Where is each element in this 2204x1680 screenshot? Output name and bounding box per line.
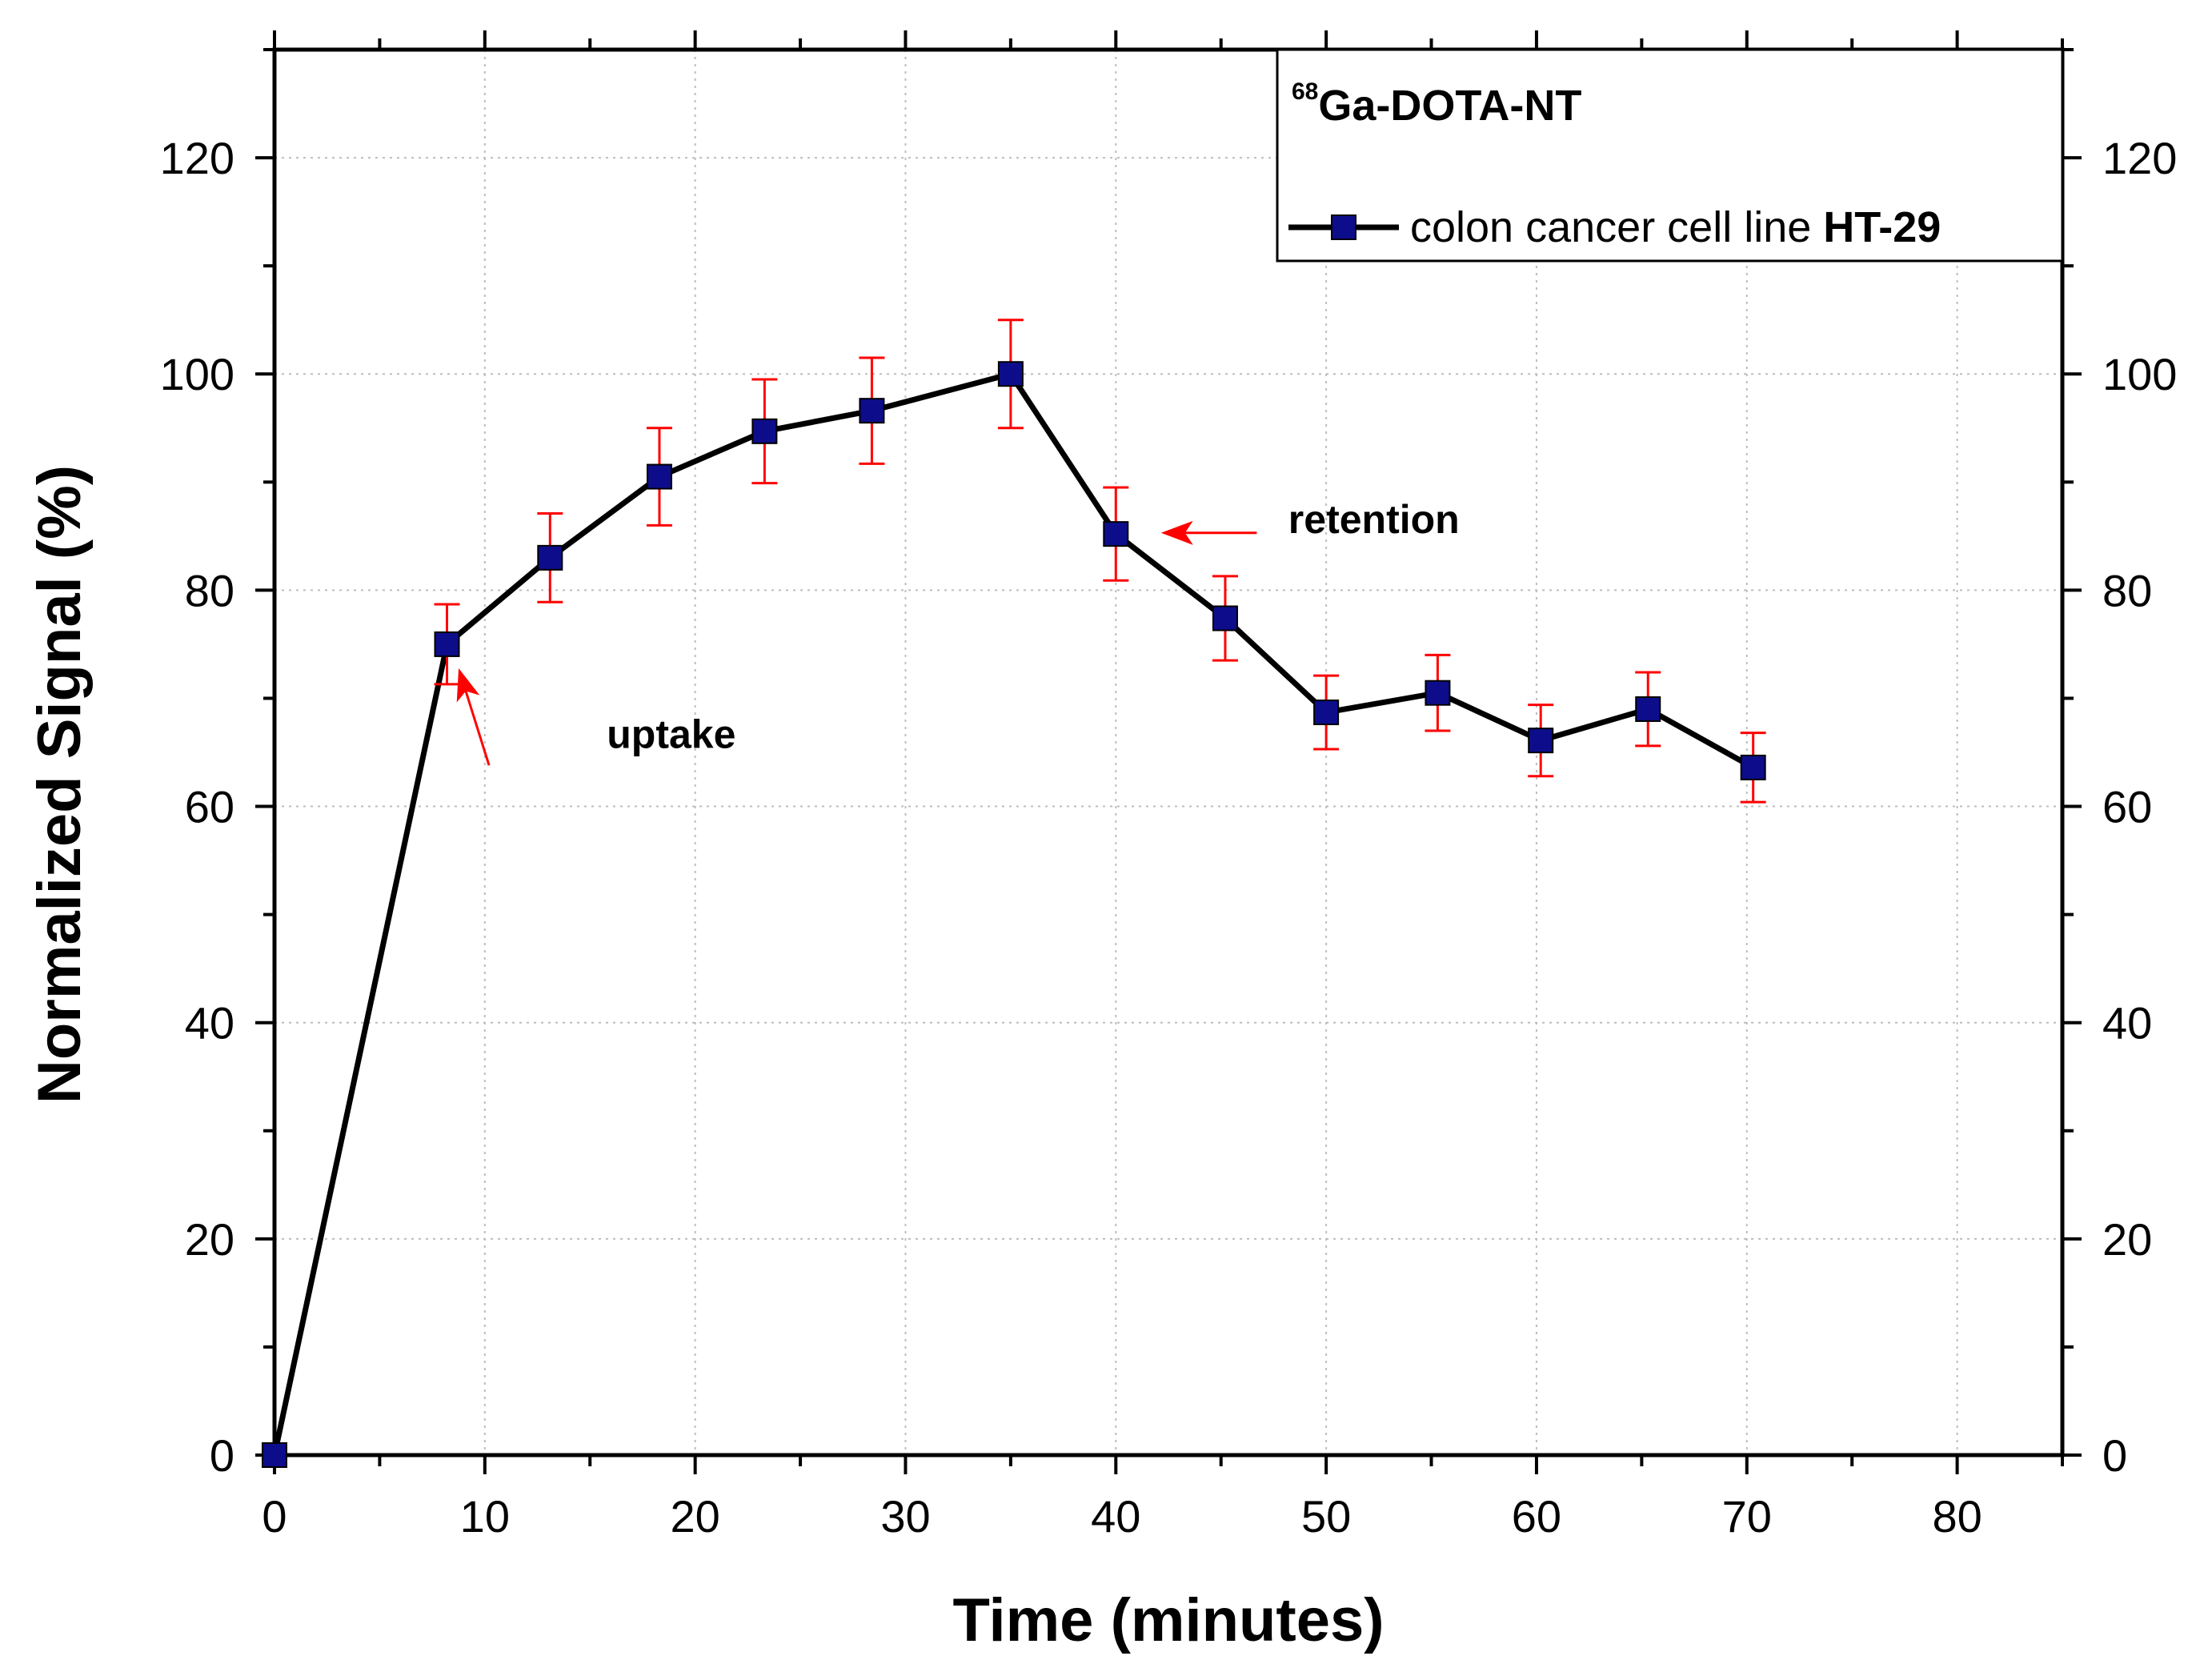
y-tick-label: 100 xyxy=(160,349,234,399)
data-point xyxy=(537,544,563,571)
data-point xyxy=(1635,696,1661,722)
data-series xyxy=(262,319,1766,1468)
y-tick-label: 40 xyxy=(185,998,234,1048)
y-tick-label-right: 20 xyxy=(2102,1214,2152,1265)
x-tick-label: 40 xyxy=(1091,1491,1140,1542)
y-tick-label-right: 0 xyxy=(2102,1430,2127,1481)
legend-title-main: Ga-DOTA-NT xyxy=(1318,82,1581,130)
series-line xyxy=(271,371,1755,1456)
y-tick-label: 0 xyxy=(210,1430,234,1481)
grid-lines xyxy=(274,50,2062,1455)
data-point xyxy=(434,631,460,657)
x-tick-label: 30 xyxy=(880,1491,930,1542)
x-tick-label: 10 xyxy=(460,1491,510,1542)
legend-title: 68Ga-DOTA-NT xyxy=(1292,78,1581,130)
data-point xyxy=(1212,605,1238,632)
data-point xyxy=(262,1442,287,1468)
x-tick-labels: 0 10 20 30 40 50 60 70 80 xyxy=(262,1491,1982,1542)
y-tick-label-right: 80 xyxy=(2102,565,2152,615)
legend-entry: colon cancer cell line HT-29 xyxy=(1410,203,1941,251)
x-tick-label: 20 xyxy=(670,1491,719,1542)
y-tick-label: 120 xyxy=(160,133,234,183)
data-point xyxy=(997,361,1024,387)
data-point xyxy=(1740,754,1766,780)
plot-frame xyxy=(272,47,2065,1457)
y-tick-label-right: 100 xyxy=(2102,349,2177,399)
x-tick-label: 60 xyxy=(1512,1491,1561,1542)
y-tick-label: 80 xyxy=(185,565,234,615)
x-tick-label: 0 xyxy=(262,1491,287,1542)
annotation-arrow xyxy=(456,668,491,766)
data-point xyxy=(859,398,885,424)
y-axis-title: Normalized Signal (%) xyxy=(26,465,94,1104)
y-tick-label: 20 xyxy=(185,1214,234,1265)
legend-box xyxy=(1276,48,2064,263)
x-tick-label: 70 xyxy=(1722,1491,1772,1542)
legend-entry-cell-line: HT-29 xyxy=(1823,203,1941,251)
data-point xyxy=(1528,728,1554,754)
y-tick-labels-right: 0 20 40 60 80 100 120 xyxy=(2102,133,2177,1481)
legend: 68Ga-DOTA-NT colon cancer cell line HT-2… xyxy=(1276,48,2064,263)
x-tick-label: 50 xyxy=(1301,1491,1351,1542)
x-tick-label: 80 xyxy=(1932,1491,1982,1542)
legend-title-superscript: 68 xyxy=(1292,78,1318,105)
annotation-retention: retention xyxy=(1288,497,1460,542)
legend-entry-label: colon cancer cell line xyxy=(1410,203,1823,251)
y-tick-label-right: 120 xyxy=(2102,133,2177,183)
data-point xyxy=(1103,521,1129,547)
y-tick-label: 60 xyxy=(185,782,234,832)
legend-marker-sample xyxy=(1331,215,1356,240)
y-tick-labels-left: 0 20 40 60 80 100 120 xyxy=(160,133,234,1481)
x-axis-title: Time (minutes) xyxy=(952,1586,1384,1654)
y-tick-label-right: 60 xyxy=(2102,782,2152,832)
annotations: uptake retention xyxy=(456,497,1460,766)
data-point xyxy=(751,418,778,444)
data-point xyxy=(646,463,672,490)
annotation-uptake: uptake xyxy=(607,712,735,757)
data-point xyxy=(1425,680,1451,706)
data-point xyxy=(1313,700,1340,726)
y-tick-label-right: 40 xyxy=(2102,998,2152,1048)
